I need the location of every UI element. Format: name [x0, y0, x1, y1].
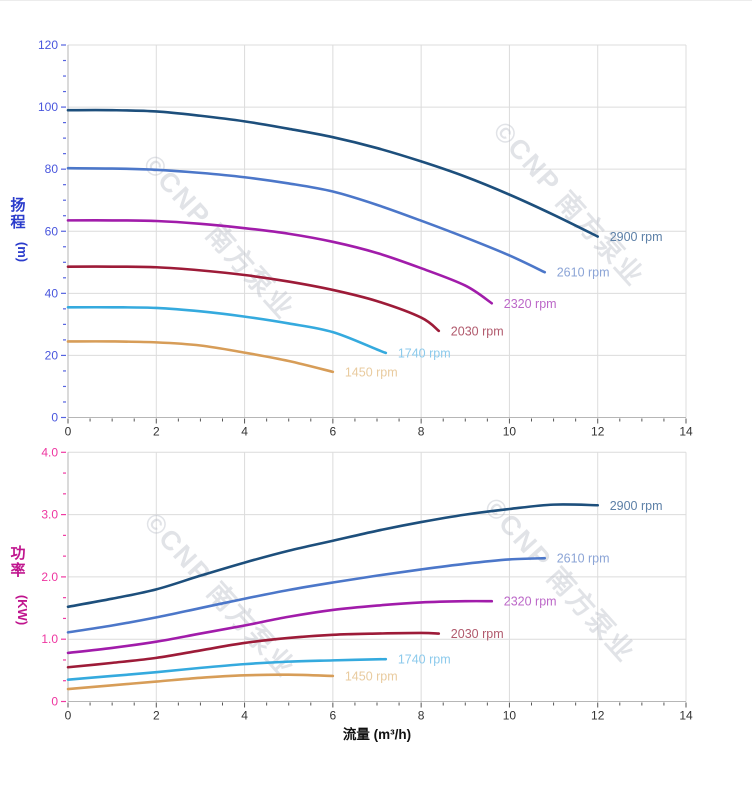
x-tick-label: 2: [153, 709, 160, 723]
head-chart-axes: 0 20 40 60 80 100 120 0 2 4 6 8 10 12 14 扬程 (m): [10, 38, 693, 439]
x-tick-label: 12: [591, 709, 605, 723]
watermark: ©CNP 南方泵业: [478, 491, 642, 668]
x-tick-label: 6: [330, 425, 337, 439]
curve-2900-rpm: [66, 503, 600, 609]
top-divider: [0, 0, 752, 1]
y-tick-label: 4.0: [41, 445, 58, 459]
x-tick-label: 6: [330, 709, 337, 723]
curve-2320-rpm: [66, 599, 494, 655]
x-tick-label: 2: [153, 425, 160, 439]
curve-label-2610-rpm: 2610 rpm: [557, 552, 610, 566]
y-axis-unit: (m): [15, 242, 30, 262]
x-tick-label: 4: [241, 709, 248, 723]
y-tick-label: 0: [51, 695, 58, 709]
y-axis-title: 扬: [10, 196, 25, 214]
y-tick-label: 100: [38, 100, 58, 114]
curve-2030-rpm: [66, 631, 441, 669]
curve-label-2320-rpm: 2320 rpm: [504, 595, 557, 609]
x-tick-label: 0: [65, 709, 72, 723]
y-tick-label: 1.0: [41, 632, 58, 646]
curve-2320-rpm: [66, 219, 494, 305]
y-tick-label: 3.0: [41, 508, 58, 522]
curve-1740-rpm: [66, 657, 388, 681]
curve-1450-rpm: [66, 673, 335, 691]
x-tick-label: 0: [65, 425, 72, 439]
x-tick-label: 10: [503, 425, 517, 439]
y-tick-label: 60: [45, 224, 59, 238]
y-axis-title: 率: [10, 561, 25, 579]
curve-label-2030-rpm: 2030 rpm: [451, 324, 504, 338]
curve-1450-rpm: [66, 340, 335, 374]
curve-label-1450-rpm: 1450 rpm: [345, 365, 398, 379]
y-axis-title: 功: [10, 545, 25, 562]
curve-2610-rpm: [66, 166, 547, 274]
curve-1740-rpm: [66, 305, 388, 355]
curve-label-2320-rpm: 2320 rpm: [504, 297, 557, 311]
x-tick-label: 4: [241, 425, 248, 439]
power-chart-axes: 0 1.0 2.0 3.0 4.0 0 2 4 6 8 10 12 14 功率 (KW) 流量 (m³/h): [10, 445, 693, 742]
y-axis-title: 程: [10, 214, 25, 231]
y-tick-label: 0: [51, 411, 58, 425]
y-axis-unit: (KW): [15, 595, 30, 625]
x-tick-label: 12: [591, 425, 605, 439]
curve-label-2610-rpm: 2610 rpm: [557, 266, 610, 280]
x-tick-label: 14: [679, 709, 693, 723]
y-tick-label: 120: [38, 38, 58, 52]
curve-label-1450-rpm: 1450 rpm: [345, 669, 398, 683]
curve-2900-rpm: [66, 108, 600, 238]
curve-label-2900-rpm: 2900 rpm: [610, 499, 663, 513]
x-axis-title: 流量 (m³/h): [343, 726, 411, 742]
y-tick-label: 20: [45, 348, 59, 362]
x-tick-label: 14: [679, 425, 693, 439]
x-tick-label: 8: [418, 425, 425, 439]
curve-2030-rpm: [66, 265, 441, 333]
curve-label-1740-rpm: 1740 rpm: [398, 346, 451, 360]
curve-label-1740-rpm: 1740 rpm: [398, 653, 451, 667]
x-tick-label: 8: [418, 709, 425, 723]
x-tick-label: 10: [503, 709, 517, 723]
y-tick-label: 80: [45, 162, 59, 176]
curve-2610-rpm: [66, 556, 547, 634]
curve-label-2900-rpm: 2900 rpm: [610, 230, 663, 244]
y-tick-label: 2.0: [41, 570, 58, 584]
y-tick-label: 40: [45, 286, 59, 300]
curve-label-2030-rpm: 2030 rpm: [451, 627, 504, 641]
